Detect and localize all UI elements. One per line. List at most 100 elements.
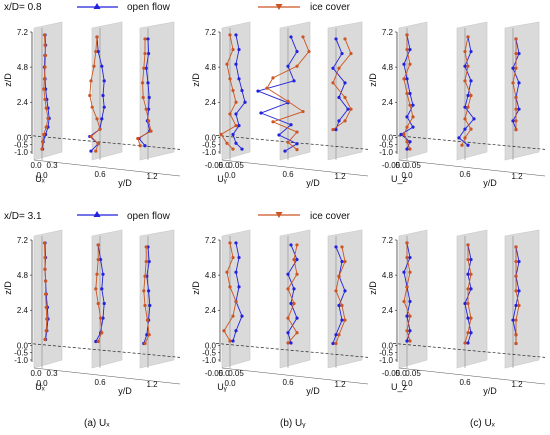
profile-3-open-point-8 [334, 128, 338, 132]
profile-3-open-point-8 [331, 341, 335, 346]
profile-2-ice-point-3 [469, 272, 473, 276]
z-tick-label-1: 7.2 [382, 236, 394, 245]
section-label-1: x/D= 0.8 [4, 2, 42, 13]
bottom-axis-line [398, 159, 546, 177]
profile-1-ice-point-13 [40, 147, 44, 151]
profile-1-open-point-2 [408, 47, 412, 52]
profile-2-ice-point-5 [292, 301, 296, 306]
profile-1-ice-point-1 [42, 241, 47, 245]
profile-2-open-point-8 [289, 341, 293, 345]
profile-1-open-point-5 [408, 299, 412, 304]
profile-2-ice-point-6 [90, 105, 94, 109]
profile-1-ice-point-6 [231, 314, 235, 318]
y-tick-label-3: 1.2 [334, 380, 346, 389]
zero-dashed-line [392, 135, 546, 150]
sheet-1 [221, 229, 251, 369]
profile-2-open-point-11 [89, 149, 93, 153]
profile-3-open-line [332, 246, 346, 344]
velocity-axis-label: Uᵧ [217, 382, 226, 392]
profile-3-open-point-2 [340, 259, 344, 264]
profile-2-open-point-10 [466, 143, 470, 147]
profile-2-open-point-3 [101, 272, 105, 276]
velocity-tick-label-3: 0.05 [228, 369, 244, 378]
profile-2-open-point-4 [469, 79, 473, 83]
sheet-2 [456, 229, 488, 369]
sheet-1 [398, 229, 428, 369]
profile-3-ice-point-1 [514, 37, 518, 41]
legend-marker-ice-1 [275, 4, 283, 10]
profile-1-ice-point-3 [44, 53, 48, 58]
y-tick-label-1: 0.0 [36, 379, 48, 388]
z-axis-label: z/D [3, 281, 13, 295]
profile-2-open-line [458, 36, 475, 146]
header-row-2: x/D= 3.1 open flow ice cover [4, 211, 351, 222]
profile-3-ice-point-6 [349, 107, 353, 111]
profile-3-ice-point-2 [143, 51, 147, 56]
z-tick-label-3: 2.4 [205, 98, 217, 107]
profile-1-open-point-7 [234, 329, 238, 333]
profile-2-open-point-2 [469, 257, 473, 262]
profile-3-open-point-1 [146, 37, 150, 41]
y-tick-label-2: 0.6 [282, 170, 294, 179]
legend-marker-ice-2 [275, 212, 283, 218]
profile-2-ice-point-7 [95, 117, 99, 121]
z-tick-label-2: 4.8 [205, 63, 217, 72]
profile-3-ice-point-6 [343, 318, 347, 322]
sheet-2 [279, 229, 311, 369]
profile-1-ice-point-4 [228, 77, 232, 81]
profile-1-ice-point-6 [408, 103, 412, 107]
profile-3-ice-line [137, 38, 152, 146]
profile-2-ice-point-8 [469, 127, 473, 131]
velocity-tick-label-1: -0.05 [205, 369, 224, 378]
profile-3-open-point-2 [517, 259, 521, 264]
profile-1-ice-point-10 [44, 125, 48, 129]
profile-2-ice-point-10 [286, 140, 290, 144]
z-tick-label-2: 4.8 [17, 63, 29, 72]
profile-2-open-point-3 [100, 64, 104, 68]
profile-2-ice-point-2 [96, 257, 100, 262]
profile-1-ice-point-7 [405, 329, 409, 333]
profile-1-ice-point-5 [234, 299, 238, 304]
profile-1-open-point-1 [234, 33, 238, 37]
profile-2-open-point-5 [463, 301, 467, 306]
velocity-tick-label-1: -0.05 [382, 369, 401, 378]
y-tick-label-2: 0.6 [282, 378, 294, 387]
profile-1-open-point-2 [408, 255, 412, 260]
profile-1-open-point-8 [411, 125, 415, 129]
profile-1-ice-point-1 [228, 33, 232, 37]
velocity-tick-label-1: -0.05 [205, 161, 224, 170]
profile-2-ice-point-7 [295, 331, 299, 335]
profile-3-open-point-7 [334, 333, 338, 337]
profile-2-ice-point-3 [295, 64, 299, 68]
profile-2-ice-point-10 [96, 142, 100, 146]
profile-2-ice-point-2 [463, 49, 467, 54]
profile-3-open-line [512, 38, 520, 130]
legend-marker-open-1 [93, 3, 101, 9]
profile-1-open-point-3 [234, 270, 238, 274]
profile-3-open-point-4 [147, 289, 151, 293]
sheet-3 [504, 229, 540, 369]
profile-2-ice-point-6 [286, 316, 290, 320]
profile-3-ice-line [515, 246, 520, 344]
section-label-2: x/D= 3.1 [4, 211, 42, 222]
caption-ux: (a) Uₓ [84, 418, 110, 429]
profile-1-open-point-4 [237, 285, 241, 289]
profile-2-ice-point-9 [89, 134, 93, 139]
profile-3-open-point-6 [517, 107, 521, 111]
profile-2-open-point-8 [94, 339, 98, 344]
profile-1-open-point-6 [405, 314, 409, 318]
profile-3-open-point-6 [511, 318, 515, 322]
legend-marker-open-2 [93, 211, 101, 217]
profile-3-ice-point-5 [141, 95, 145, 100]
profile-1-ice-point-8 [44, 106, 48, 110]
profile-3-open-line [143, 246, 151, 344]
velocity-tick-label-3: 0.05 [405, 369, 421, 378]
profile-1-ice-point-8 [228, 339, 232, 343]
velocity-tick-label-2: 0.0 [395, 369, 407, 378]
profile-3-ice-point-7 [147, 333, 151, 337]
profile-2-ice-point-3 [466, 64, 470, 68]
z-tick-label-6: -1.0 [379, 356, 393, 365]
